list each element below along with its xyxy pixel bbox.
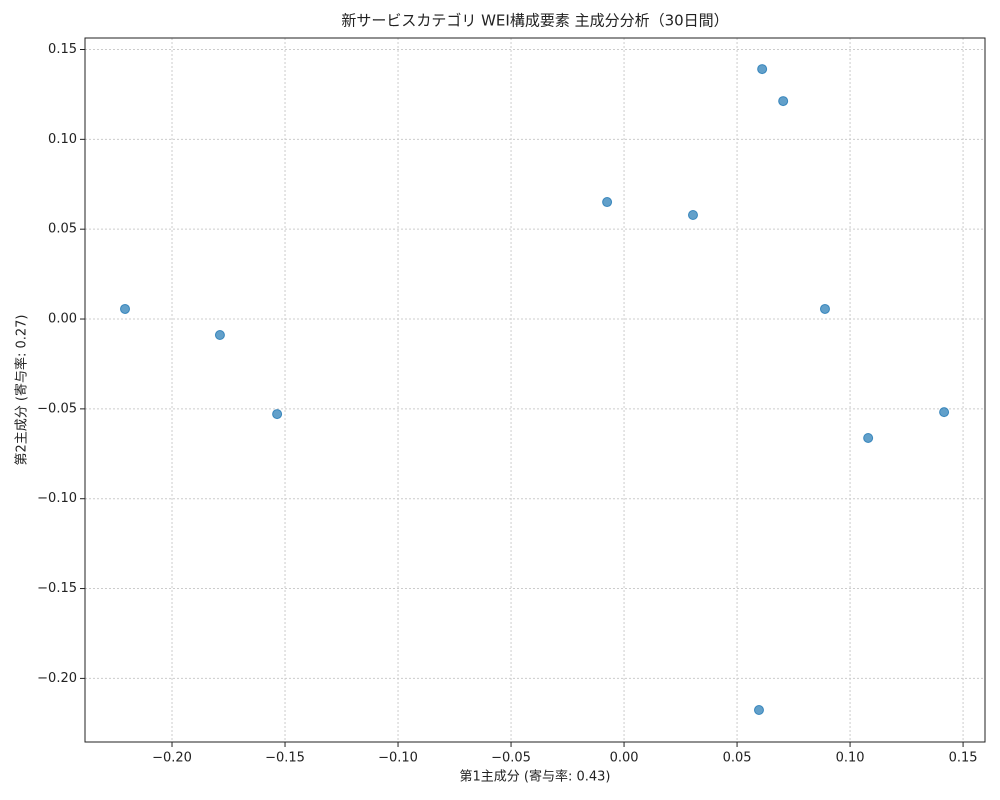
y-tick-label: −0.20: [37, 671, 77, 686]
y-tick-label: −0.15: [37, 581, 77, 596]
y-tick-label: 0.00: [48, 312, 77, 327]
point: [819, 303, 830, 314]
x-tick-label: 0.00: [610, 751, 639, 766]
y-tick-label: 0.10: [48, 132, 77, 147]
x-tick-label: −0.10: [378, 751, 418, 766]
point: [687, 209, 698, 220]
point: [939, 407, 950, 418]
x-axis-label: 第1主成分 (寄与率: 0.43): [459, 769, 610, 785]
y-axis-label: 第2主成分 (寄与率: 0.27): [14, 314, 30, 465]
point: [753, 705, 764, 716]
x-tick-label: 0.15: [949, 751, 978, 766]
x-tick-label: 0.05: [723, 751, 752, 766]
point: [602, 197, 613, 208]
y-tick-label: −0.10: [37, 491, 77, 506]
point: [863, 432, 874, 443]
y-tick-label: 0.15: [48, 42, 77, 57]
y-tick-label: −0.05: [37, 401, 77, 416]
x-tick-label: −0.05: [491, 751, 531, 766]
point: [120, 303, 131, 314]
x-tick-label: 0.10: [836, 751, 865, 766]
x-tick-label: −0.15: [265, 751, 305, 766]
plot-frame: [84, 37, 986, 743]
point: [272, 409, 283, 420]
chart-title: 新サービスカテゴリ WEI構成要素 主成分分析（30日間）: [341, 12, 728, 30]
x-tick-label: −0.20: [152, 751, 192, 766]
point: [214, 330, 225, 341]
point: [757, 64, 768, 75]
y-tick-label: 0.05: [48, 222, 77, 237]
point: [778, 96, 789, 107]
